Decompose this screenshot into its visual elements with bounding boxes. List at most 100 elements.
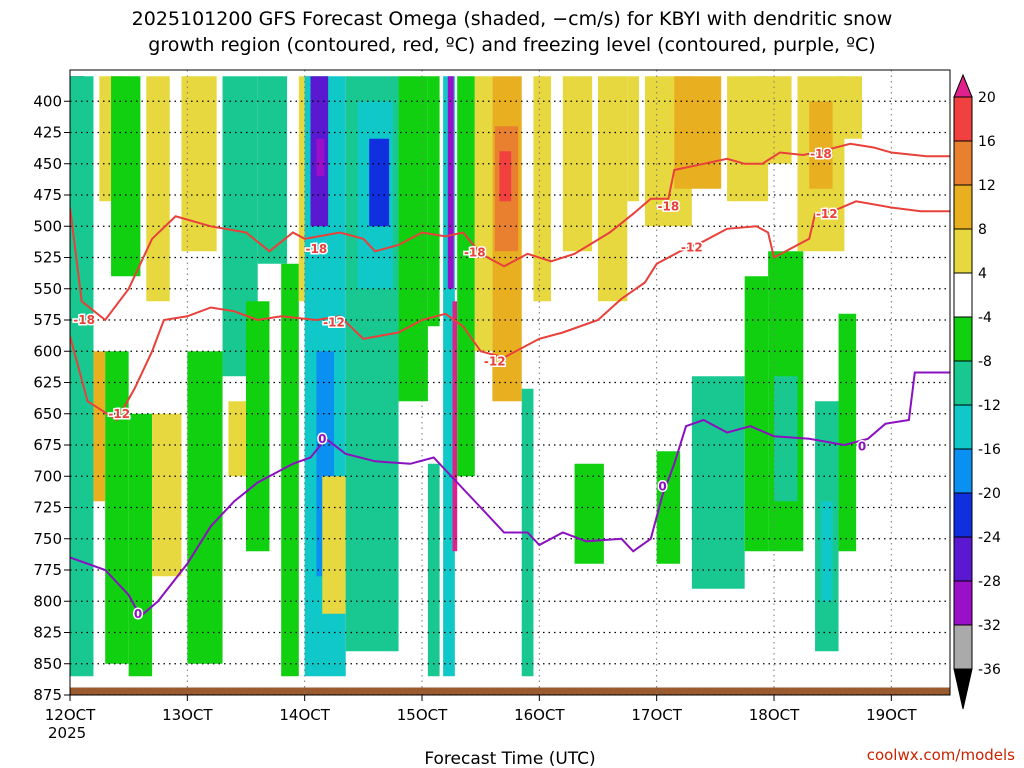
omega-cell bbox=[146, 76, 170, 302]
colorbar-tick-label: -28 bbox=[978, 574, 1001, 590]
x-tick-label: 13OCT bbox=[162, 706, 213, 724]
colorbar-tick-label: -20 bbox=[978, 486, 1001, 502]
dgz-minus18-contour-label: -18 bbox=[73, 313, 95, 327]
omega-cell bbox=[499, 151, 512, 202]
colorbar-tick-label: -12 bbox=[978, 398, 1001, 414]
omega-cell bbox=[398, 76, 428, 402]
colorbar-tick-label: -36 bbox=[978, 662, 1001, 678]
y-tick-label: 750 bbox=[33, 530, 62, 548]
y-tick-label: 475 bbox=[33, 186, 62, 204]
colorbar-box bbox=[953, 448, 973, 494]
omega-cell bbox=[316, 138, 325, 177]
y-tick-label: 875 bbox=[33, 686, 62, 704]
freezing-level-contour-label: 0 bbox=[658, 479, 666, 493]
omega-cell bbox=[627, 76, 640, 202]
colorbar-box bbox=[953, 316, 973, 362]
omega-cell bbox=[574, 463, 604, 564]
omega-cell bbox=[322, 476, 346, 614]
freezing-level-contour bbox=[70, 371, 950, 618]
x-tick-label: 18OCT bbox=[749, 706, 800, 724]
dgz-minus12-contour-label: -12 bbox=[681, 241, 703, 255]
colorbar-tick-label: -24 bbox=[978, 530, 1001, 546]
colorbar-tick-label: -16 bbox=[978, 442, 1001, 458]
omega-cell bbox=[152, 413, 182, 577]
omega-cell bbox=[128, 413, 153, 677]
y-tick-label: 700 bbox=[33, 467, 62, 485]
omega-cell bbox=[703, 426, 733, 552]
colorbar-tick-label: 12 bbox=[978, 178, 996, 194]
y-tick-label: 775 bbox=[33, 561, 62, 579]
x-axis-title: Forecast Time (UTC) bbox=[424, 749, 595, 768]
omega-cell bbox=[774, 376, 798, 502]
x-tick-label: 12OCT bbox=[45, 706, 96, 724]
y-tick-label: 650 bbox=[33, 405, 62, 423]
chart-title-line1: 2025101200 GFS Forecast Omega (shaded, −… bbox=[132, 8, 893, 30]
y-tick-label: 525 bbox=[33, 249, 62, 267]
y-tick-label: 550 bbox=[33, 280, 62, 298]
y-tick-label: 575 bbox=[33, 311, 62, 329]
x-tick-label: 16OCT bbox=[514, 706, 565, 724]
omega-cell bbox=[838, 76, 862, 139]
omega-cell bbox=[257, 76, 288, 264]
y-tick-label: 825 bbox=[33, 624, 62, 642]
y-tick-label: 425 bbox=[33, 124, 62, 142]
omega-cell bbox=[598, 76, 628, 302]
dgz-minus18-contour-label: -18 bbox=[810, 147, 832, 161]
dgz-minus12-contour-label: -12 bbox=[484, 354, 506, 368]
colorbar-tick-label: 16 bbox=[978, 134, 996, 150]
y-tick-label: 500 bbox=[33, 217, 62, 235]
omega-cell bbox=[452, 301, 458, 552]
omega-cell bbox=[427, 76, 440, 327]
omega-cell bbox=[281, 263, 299, 677]
omega-cell bbox=[474, 76, 493, 352]
colorbar-box bbox=[953, 404, 973, 450]
omega-cell bbox=[443, 76, 455, 677]
y-tick-label: 600 bbox=[33, 342, 62, 360]
colorbar-tick-label: -8 bbox=[978, 354, 992, 370]
dgz-minus12-contour-label: -12 bbox=[323, 316, 345, 330]
omega-cell bbox=[656, 451, 681, 564]
colorbar-tick-label: -4 bbox=[978, 310, 992, 326]
y-tick-label: 400 bbox=[33, 92, 62, 110]
omega-cell bbox=[820, 501, 833, 602]
contours: -18 -18 -18 -18 -18 -12 -12 -12 -12 -12 0 0 0 0 bbox=[70, 142, 950, 622]
colorbar-arrow-top bbox=[953, 73, 973, 98]
colorbar-tick-label: 4 bbox=[978, 266, 987, 282]
colorbar-tick-label: 20 bbox=[978, 90, 996, 106]
colorbar-box bbox=[953, 184, 973, 230]
omega-cell bbox=[187, 351, 223, 664]
omega-cell bbox=[744, 276, 769, 552]
x-axis: 12OCT 13OCT 14OCT 15OCT 16OCT 17OCT 18OCT 19OCT bbox=[45, 695, 917, 724]
freezing-level-contour-label: 0 bbox=[318, 432, 326, 446]
x-tick-label: 15OCT bbox=[397, 706, 448, 724]
colorbar-box bbox=[953, 228, 973, 274]
colorbar-box bbox=[953, 96, 973, 142]
omega-cell bbox=[533, 76, 552, 302]
colorbar-box bbox=[953, 624, 973, 670]
omega-cell bbox=[93, 351, 106, 502]
omega-cell bbox=[838, 313, 857, 552]
colorbar-box bbox=[953, 360, 973, 406]
omega-cell bbox=[447, 76, 454, 289]
colorbar-box bbox=[953, 272, 973, 318]
terrain-strip bbox=[70, 687, 950, 695]
colorbar-box bbox=[953, 536, 973, 582]
omega-cell bbox=[457, 76, 475, 477]
colorbar-tick-label: -32 bbox=[978, 618, 1001, 634]
omega-cell bbox=[809, 101, 833, 189]
y-tick-label: 725 bbox=[33, 499, 62, 517]
freezing-level-contour-label: 0 bbox=[134, 607, 142, 621]
chart-title-line2: growth region (contoured, red, ºC) and f… bbox=[148, 34, 875, 56]
x-tick-label: 19OCT bbox=[866, 706, 917, 724]
omega-cell bbox=[246, 301, 270, 552]
y-tick-label: 675 bbox=[33, 436, 62, 454]
omega-cell bbox=[369, 138, 390, 227]
colorbar-box bbox=[953, 492, 973, 538]
omega-cell bbox=[105, 351, 129, 664]
y-tick-label: 625 bbox=[33, 374, 62, 392]
x-tick-label: 17OCT bbox=[631, 706, 682, 724]
colorbar-box bbox=[953, 580, 973, 626]
y-tick-label: 850 bbox=[33, 655, 62, 673]
grid-lines bbox=[70, 70, 950, 695]
